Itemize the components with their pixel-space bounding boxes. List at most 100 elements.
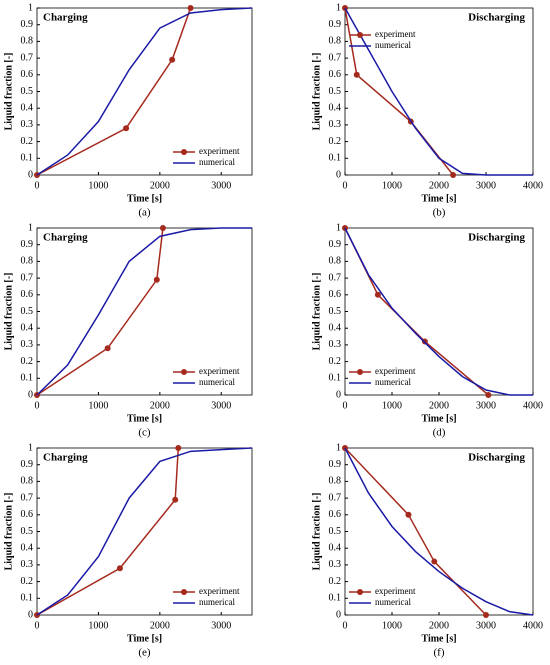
legend-label: experiment bbox=[375, 586, 416, 596]
x-tick-label: 3000 bbox=[211, 620, 231, 631]
y-tick-label: 0.3 bbox=[329, 559, 342, 570]
y-tick-label: 0.1 bbox=[329, 593, 342, 604]
x-tick-label: 2000 bbox=[150, 180, 170, 191]
y-tick-label: 0 bbox=[28, 169, 33, 180]
y-tick-label: 0.7 bbox=[329, 492, 342, 503]
legend-label: numerical bbox=[375, 597, 411, 607]
series-line bbox=[36, 447, 180, 616]
panel-title: Discharging bbox=[468, 232, 525, 244]
y-tick-label: 0.9 bbox=[21, 459, 34, 470]
legend-label: numerical bbox=[375, 377, 411, 387]
data-point bbox=[116, 565, 123, 572]
legend-marker bbox=[181, 589, 187, 595]
y-tick-label: 1 bbox=[336, 2, 341, 13]
x-tick-label: 1000 bbox=[382, 400, 402, 411]
y-tick-label: 0.9 bbox=[21, 239, 34, 250]
legend-label: numerical bbox=[199, 597, 235, 607]
panel-title: Charging bbox=[43, 452, 88, 464]
legend-label: numerical bbox=[199, 157, 235, 167]
data-point bbox=[187, 5, 194, 11]
plot-frame bbox=[344, 447, 534, 616]
x-axis-label: Time [s] bbox=[421, 633, 456, 644]
y-tick-label: 1 bbox=[28, 2, 33, 13]
y-tick-label: 0.2 bbox=[329, 576, 342, 587]
caption: (b) bbox=[433, 207, 446, 219]
data-point bbox=[431, 558, 438, 565]
x-tick-label: 0 bbox=[35, 620, 40, 631]
y-tick-label: 0 bbox=[336, 169, 341, 180]
y-tick-label: 0.3 bbox=[21, 559, 34, 570]
y-tick-label: 0.6 bbox=[329, 69, 342, 80]
x-tick-label: 2000 bbox=[150, 620, 170, 631]
legend-marker bbox=[357, 369, 363, 375]
series-line bbox=[36, 7, 253, 176]
x-axis-label: Time [s] bbox=[421, 193, 456, 204]
y-tick-label: 0.1 bbox=[329, 153, 342, 164]
y-tick-label: 0.6 bbox=[329, 509, 342, 520]
series-line bbox=[36, 7, 192, 176]
caption: (d) bbox=[433, 427, 446, 439]
y-axis-label: Liquid fraction [-] bbox=[3, 273, 14, 351]
y-tick-label: 0.2 bbox=[21, 356, 34, 367]
x-axis-label: Time [s] bbox=[127, 413, 162, 424]
x-tick-label: 2000 bbox=[429, 400, 449, 411]
x-tick-label: 3000 bbox=[476, 180, 496, 191]
legend-label: numerical bbox=[375, 40, 411, 50]
y-axis-label: Liquid fraction [-] bbox=[3, 53, 14, 131]
panel: 0 0.1 0.2 0.3 0.4 0.5 0.6 0.7 0.8 0.9 1 0 1000 2000 30… bbox=[3, 222, 253, 439]
y-tick-label: 0.2 bbox=[329, 136, 342, 147]
y-tick-label: 0.9 bbox=[21, 19, 34, 30]
x-axis-label: Time [s] bbox=[127, 193, 162, 204]
y-tick-label: 1 bbox=[28, 442, 33, 453]
series-line bbox=[344, 227, 533, 396]
legend-marker bbox=[357, 32, 363, 38]
y-tick-label: 0.6 bbox=[21, 509, 34, 520]
y-tick-label: 0.8 bbox=[329, 476, 342, 487]
x-tick-label: 3000 bbox=[476, 400, 496, 411]
panel: 0 0.1 0.2 0.3 0.4 0.5 0.6 0.7 0.8 0.9 1 0 1000 2000 30… bbox=[3, 2, 253, 219]
y-tick-label: 0.6 bbox=[21, 69, 34, 80]
y-axis-label: Liquid fraction [-] bbox=[311, 493, 322, 571]
legend-label: numerical bbox=[199, 377, 235, 387]
x-tick-label: 1000 bbox=[382, 620, 402, 631]
panel: 0 0.1 0.2 0.3 0.4 0.5 0.6 0.7 0.8 0.9 1 0 1000 2000 30… bbox=[311, 442, 543, 658]
x-tick-label: 2000 bbox=[429, 620, 449, 631]
y-tick-label: 0.5 bbox=[329, 526, 342, 537]
x-tick-label: 3000 bbox=[476, 620, 496, 631]
y-tick-label: 0.9 bbox=[329, 459, 342, 470]
y-tick-label: 0.5 bbox=[329, 306, 342, 317]
plot-frame bbox=[344, 7, 534, 176]
series-line bbox=[344, 447, 487, 616]
y-tick-label: 0.9 bbox=[329, 239, 342, 250]
y-tick-label: 0 bbox=[336, 609, 341, 620]
legend-marker bbox=[357, 589, 363, 595]
panel: 0 0.1 0.2 0.3 0.4 0.5 0.6 0.7 0.8 0.9 1 0 1000 2000 30… bbox=[3, 442, 253, 659]
data-point bbox=[450, 172, 457, 178]
legend-marker bbox=[181, 369, 187, 375]
y-tick-label: 0.7 bbox=[329, 52, 342, 63]
y-tick-label: 0.6 bbox=[21, 289, 34, 300]
series-line bbox=[36, 447, 253, 616]
panel: 0 0.1 0.2 0.3 0.4 0.5 0.6 0.7 0.8 0.9 1 0 1000 2000 30… bbox=[311, 2, 543, 218]
y-tick-label: 0.7 bbox=[329, 272, 342, 283]
y-tick-label: 0.5 bbox=[329, 86, 342, 97]
y-tick-label: 0.1 bbox=[21, 593, 34, 604]
data-point bbox=[104, 345, 111, 352]
series-line bbox=[344, 447, 534, 616]
x-tick-label: 3000 bbox=[211, 400, 231, 411]
data-point bbox=[172, 496, 179, 503]
y-tick-label: 0.5 bbox=[21, 86, 34, 97]
panel-title: Charging bbox=[43, 232, 88, 244]
x-axis-label: Time [s] bbox=[127, 633, 162, 644]
data-point bbox=[405, 511, 412, 518]
y-tick-label: 0.7 bbox=[21, 492, 34, 503]
data-point bbox=[123, 125, 130, 132]
y-tick-label: 0.1 bbox=[21, 373, 34, 384]
caption: (e) bbox=[138, 647, 151, 659]
y-tick-label: 0.7 bbox=[21, 52, 34, 63]
y-tick-label: 0.4 bbox=[21, 322, 34, 333]
legend-label: experiment bbox=[199, 366, 240, 376]
y-tick-label: 0.4 bbox=[21, 102, 34, 113]
y-tick-label: 1 bbox=[336, 442, 341, 453]
x-tick-label: 0 bbox=[343, 180, 348, 191]
